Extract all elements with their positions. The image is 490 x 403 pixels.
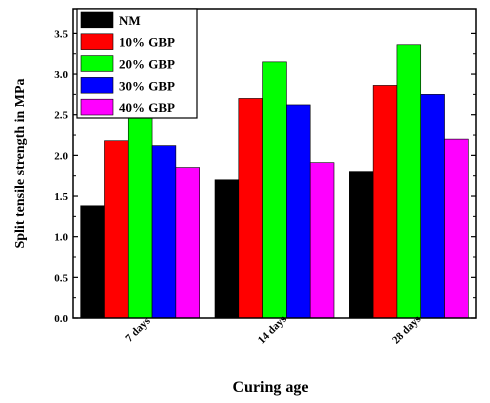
bar-2-2 xyxy=(238,98,263,319)
legend-swatch xyxy=(80,77,114,94)
bar-5-2 xyxy=(309,162,335,319)
y-tick-label: 2.0 xyxy=(54,150,68,162)
legend-swatch xyxy=(80,98,114,116)
bar-4-1 xyxy=(151,145,177,319)
bar-3-3 xyxy=(396,44,422,319)
bar-4-3 xyxy=(420,94,445,319)
bar-4-2 xyxy=(286,104,311,319)
y-tick-label: 2.5 xyxy=(54,110,68,122)
y-tick-label: 3.5 xyxy=(54,28,68,40)
legend-swatch xyxy=(80,33,114,50)
legend: NM 10% GBP 20% GBP 30% GBP 40% GBP xyxy=(76,8,198,119)
x-axis-title: Curing age xyxy=(233,379,309,396)
bar-3-2 xyxy=(262,61,287,319)
bar-2-1 xyxy=(104,140,129,319)
bar-5-3 xyxy=(444,138,469,319)
legend-swatch xyxy=(80,55,114,72)
legend-label: 20% GBP xyxy=(119,57,175,72)
legend-label: 30% GBP xyxy=(119,78,175,93)
bar-5-1 xyxy=(175,167,200,319)
x-category-label: 7 days xyxy=(123,315,153,345)
y-tick-label: 0.5 xyxy=(54,272,68,284)
y-tick-label: 3.0 xyxy=(54,69,68,81)
y-axis-title: Split tensile strength in MPa xyxy=(13,78,28,248)
legend-label: NM xyxy=(119,13,141,28)
bar-1-2 xyxy=(214,179,240,319)
y-tick-label: 0.0 xyxy=(54,313,68,325)
legend-label: 40% GBP xyxy=(119,100,175,115)
bar-1-1 xyxy=(80,205,105,319)
legend-swatch xyxy=(80,11,114,29)
y-tick-label: 1.0 xyxy=(54,232,68,244)
plot-frame xyxy=(72,8,477,319)
legend-label: 10% GBP xyxy=(119,35,175,50)
bar-2-3 xyxy=(372,85,398,319)
axes-group xyxy=(72,8,477,319)
bars-group xyxy=(80,44,469,319)
y-tick-label: 1.5 xyxy=(54,191,68,203)
bar-3-1 xyxy=(127,110,153,319)
bar-1-3 xyxy=(349,171,374,319)
